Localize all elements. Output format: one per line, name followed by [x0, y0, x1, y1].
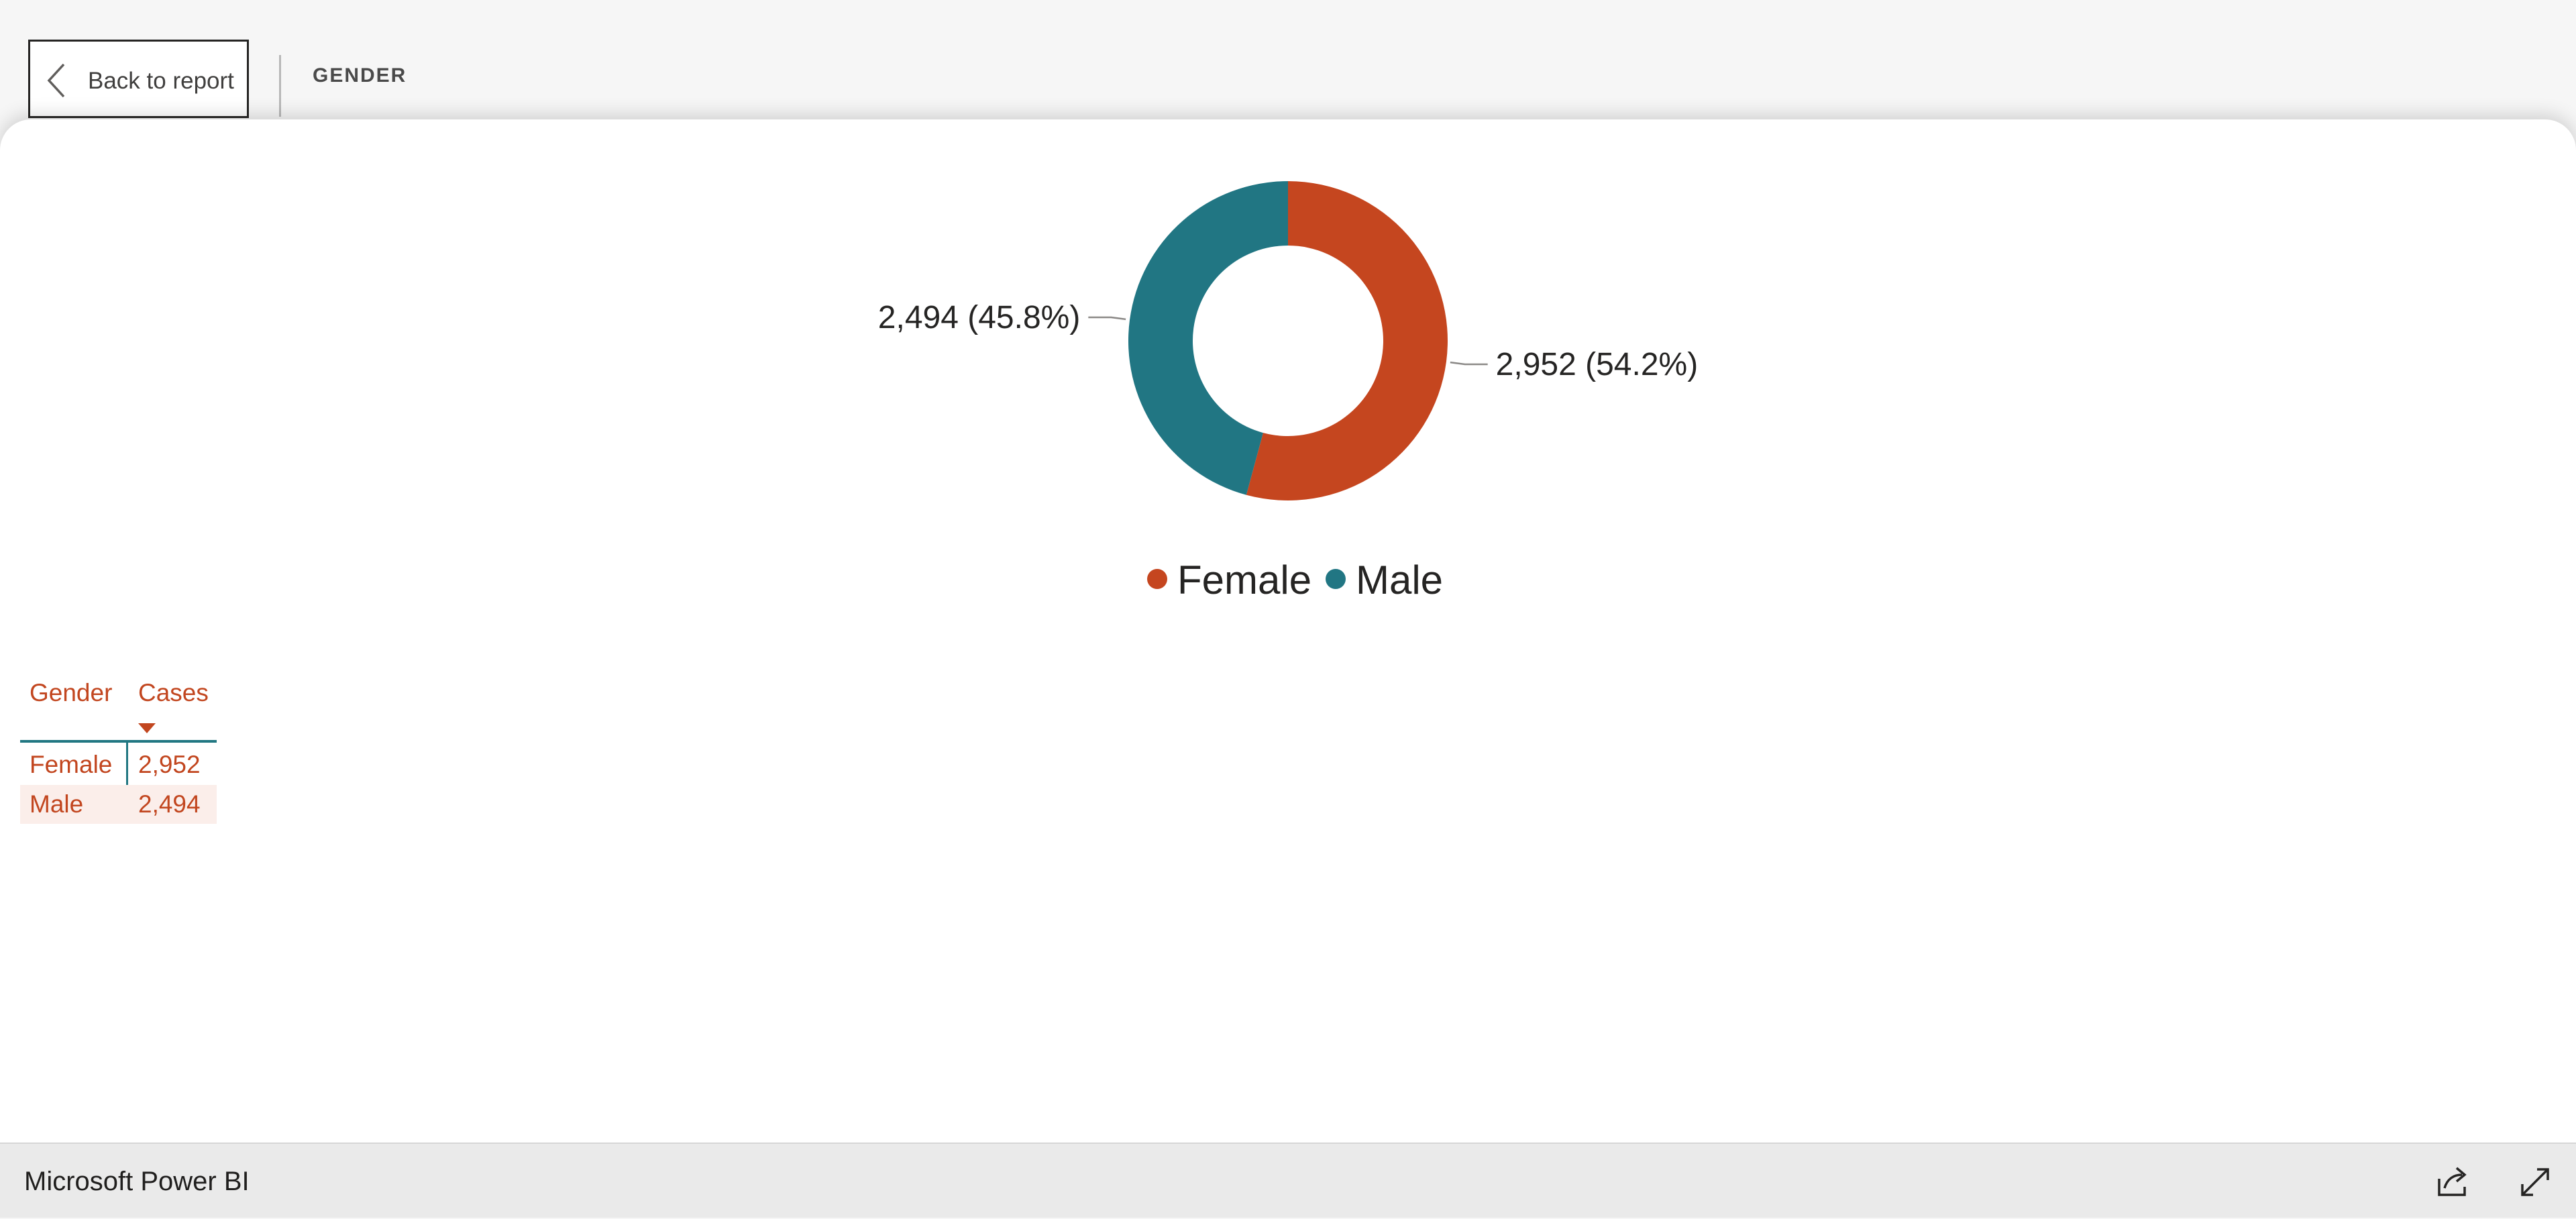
footer-bar: Microsoft Power BI	[0, 1143, 2576, 1218]
leader-line	[1450, 361, 1488, 366]
cell-gender: Male	[30, 790, 84, 818]
leader-line	[1088, 316, 1126, 321]
chevron-left-icon	[47, 63, 65, 98]
cell-cases: 2,494	[138, 790, 201, 818]
table-row[interactable]: Female 2,952	[20, 745, 217, 784]
table-row[interactable]: Male 2,494	[20, 785, 217, 824]
page-title: GENDER	[313, 64, 407, 87]
data-label-female: 2,952 (54.2%)	[1496, 347, 1699, 382]
column-header-cases[interactable]: Cases	[138, 679, 209, 706]
column-divider-line	[126, 740, 128, 822]
legend-label: Male	[1356, 558, 1443, 602]
donut-slice-male[interactable]	[1128, 181, 1288, 495]
cell-cases: 2,952	[138, 751, 201, 778]
header-divider-line	[20, 740, 217, 743]
back-to-report-button[interactable]: Back to report	[28, 40, 249, 118]
footer-title: Microsoft Power BI	[24, 1167, 250, 1196]
donut-chart: 2,952 (54.2%) 2,494 (45.8%) Female Male	[878, 181, 1699, 602]
legend-item-female[interactable]: Female	[1147, 558, 1311, 602]
back-to-report-label: Back to report	[88, 68, 234, 94]
report-canvas: 2,952 (54.2%) 2,494 (45.8%) Female Male Ge…	[0, 119, 2576, 1143]
legend-label: Female	[1177, 558, 1311, 602]
sort-descending-icon	[138, 723, 156, 733]
header-divider	[279, 55, 281, 117]
cell-gender: Female	[30, 751, 113, 778]
legend-marker	[1147, 569, 1167, 589]
legend-marker	[1326, 569, 1346, 589]
top-bar: Back to report GENDER	[0, 0, 2576, 121]
share-icon[interactable]	[2435, 1164, 2471, 1200]
data-label-male: 2,494 (45.8%)	[878, 300, 1081, 335]
legend-item-male[interactable]: Male	[1326, 558, 1443, 602]
expand-icon[interactable]	[2517, 1164, 2553, 1200]
column-header-gender[interactable]: Gender	[30, 679, 113, 706]
donut-slice-female[interactable]	[1246, 181, 1448, 500]
